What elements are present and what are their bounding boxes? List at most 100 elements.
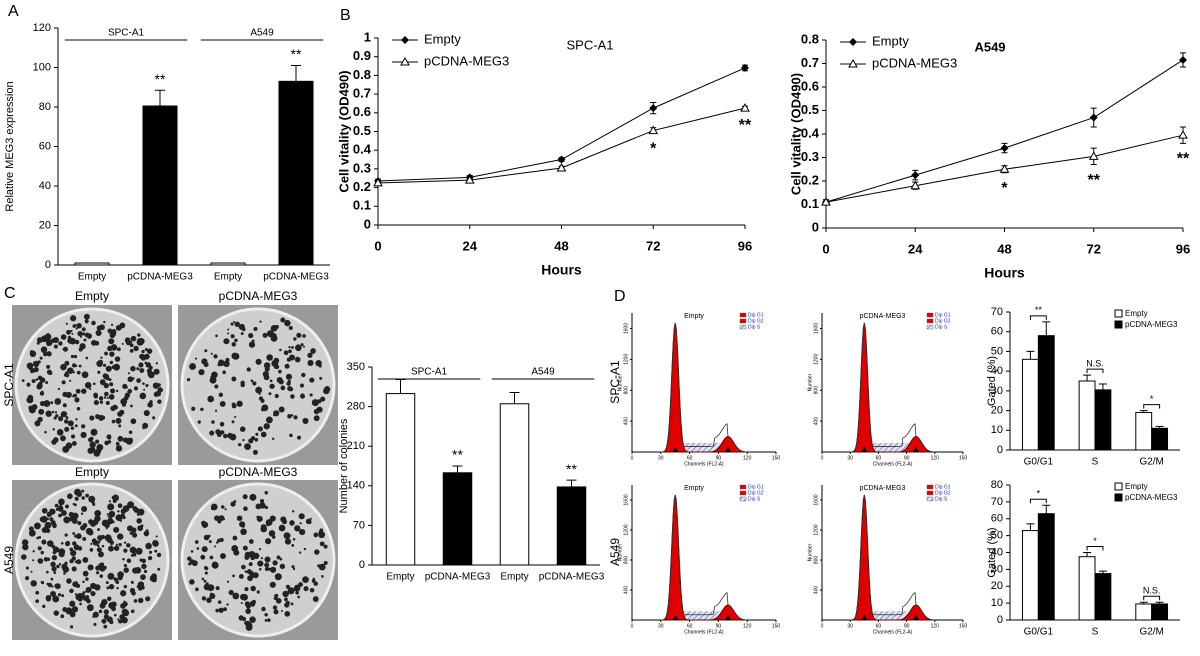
colony: [230, 322, 234, 326]
colony: [49, 517, 54, 522]
colony: [71, 434, 76, 439]
colony: [111, 606, 116, 612]
bar: [1135, 603, 1153, 621]
colony: [121, 402, 126, 407]
colony: [73, 393, 77, 398]
colony: [246, 569, 252, 575]
y-tick-label: 800: [623, 386, 629, 395]
colony: [93, 399, 99, 406]
significance-label: **: [739, 117, 752, 134]
colony: [313, 408, 320, 415]
colony: [125, 437, 133, 445]
colony: [232, 592, 240, 600]
colony: [122, 505, 130, 512]
colony: [246, 604, 251, 609]
colony: [82, 570, 89, 577]
colony: [239, 594, 246, 601]
colony: [133, 599, 138, 603]
y-tick-label: 0: [997, 614, 1003, 626]
colony: [96, 443, 104, 451]
colony: [287, 385, 293, 392]
colony: [90, 542, 93, 545]
colony: [203, 362, 209, 368]
x-tick-label: 60: [687, 455, 693, 461]
colony: [119, 519, 123, 522]
colony: [101, 544, 105, 548]
panel-letter: D: [614, 288, 626, 305]
colony: [307, 352, 313, 358]
colony: [58, 513, 62, 518]
colony: [64, 360, 70, 366]
panel-letter: A: [8, 3, 19, 20]
colony: [75, 327, 78, 330]
colony: [220, 553, 226, 560]
x-tick-label: pCDNA-MEG3: [127, 272, 193, 283]
x-tick-label: 30: [847, 623, 853, 629]
colony: [310, 348, 316, 354]
legend-label: Dip G2: [748, 318, 764, 324]
colony: [116, 586, 119, 590]
y-tick-label: 0.2: [353, 179, 371, 194]
colony: [124, 337, 131, 344]
y-tick-label: 0.1: [353, 198, 371, 213]
colony: [46, 369, 52, 375]
colony: [312, 596, 319, 602]
colony: [93, 450, 101, 457]
colony: [289, 520, 295, 526]
colony: [81, 496, 85, 500]
colony: [264, 490, 269, 495]
colony: [94, 340, 100, 346]
peak-marker: [672, 447, 679, 452]
bar: [1151, 427, 1169, 451]
x-tick-label: pCDNA-MEG3: [425, 572, 491, 583]
y-tick-label: 0.9: [353, 48, 371, 63]
colony: [134, 567, 142, 574]
colony: [58, 416, 64, 422]
colony: [67, 337, 74, 344]
colony: [217, 538, 221, 543]
error-bar: [1139, 410, 1148, 413]
colony: [106, 434, 112, 440]
colony: [26, 362, 34, 370]
colony: [97, 535, 103, 541]
colony: [259, 320, 262, 323]
colony: [141, 558, 146, 564]
x-tick-label: 0: [822, 241, 829, 256]
colony: [147, 371, 155, 379]
colony: [65, 391, 72, 399]
colony: [218, 607, 224, 613]
colony: [69, 558, 74, 564]
colony: [285, 584, 290, 589]
colony: [21, 379, 25, 383]
colony: [76, 559, 82, 565]
histogram-title: pCDNA-MEG3: [860, 485, 906, 492]
bar: [210, 262, 246, 266]
colony: [35, 378, 39, 381]
y-tick-label: 400: [813, 586, 819, 595]
colony: [292, 537, 296, 541]
colony: [240, 601, 243, 605]
colony: [252, 572, 259, 579]
legend-swatch: [739, 496, 747, 502]
colony: [146, 362, 151, 368]
colony: [117, 571, 124, 578]
x-tick-label: 30: [658, 455, 664, 461]
y-tick-label: 120: [33, 22, 51, 34]
colony: [303, 547, 307, 551]
x-tick-label: 30: [658, 623, 664, 629]
colony: [214, 384, 219, 389]
colony: [284, 597, 288, 602]
colony: [136, 378, 142, 383]
colony: [119, 409, 125, 415]
legend-label: Dip S: [935, 496, 948, 502]
significance-bracket: [1143, 404, 1161, 409]
colony: [44, 430, 47, 434]
colony: [103, 565, 107, 570]
colony: [231, 342, 237, 347]
colony: [85, 527, 93, 535]
colony: [302, 334, 306, 338]
significance-bracket: [1029, 498, 1047, 504]
colony: [87, 564, 94, 571]
colony: [210, 352, 213, 355]
colony: [54, 398, 62, 405]
